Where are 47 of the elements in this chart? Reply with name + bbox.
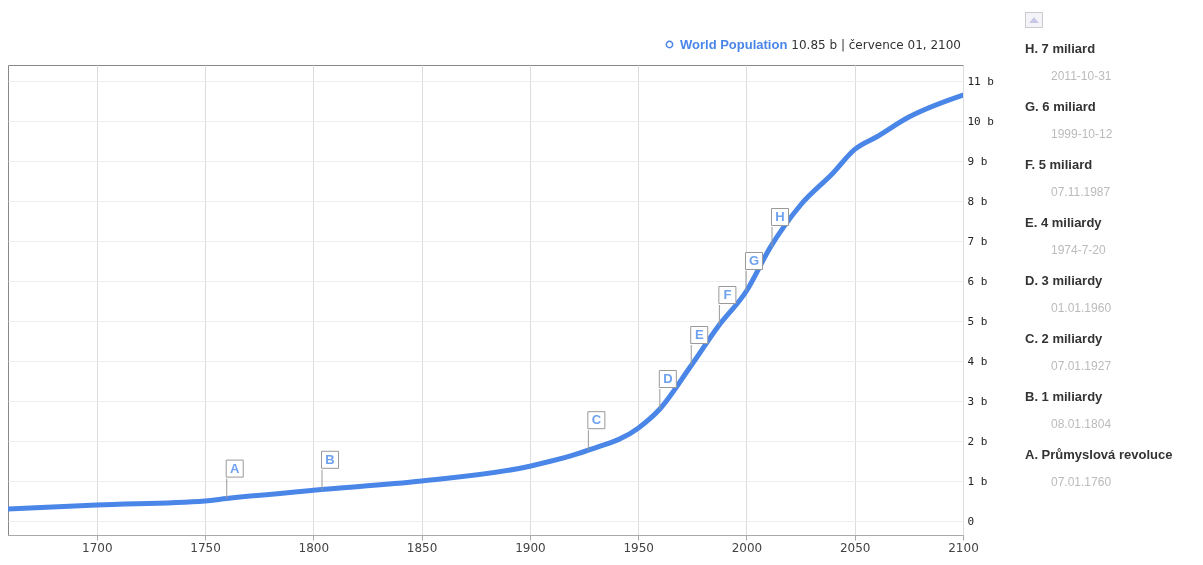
y-tick-label: 5 b	[967, 314, 988, 328]
annotation: D	[663, 371, 673, 386]
y-tick-label: 2 b	[967, 434, 988, 448]
text: 07.01.1760	[1050, 474, 1113, 491]
text: E. 4 miliardy	[1025, 214, 1103, 232]
text: 1974-7-20	[1050, 242, 1107, 259]
y-tick-label: 4 b	[967, 354, 988, 368]
x-tick-label: 2050	[839, 540, 871, 555]
text: 07.01.1927	[1050, 358, 1113, 375]
y-tick-label: 9 b	[967, 154, 988, 168]
y-tick-label: 6 b	[967, 274, 988, 288]
text: C. 2 miliardy	[1025, 330, 1104, 348]
x-tick-label: 2000	[731, 540, 763, 555]
annotation: G	[748, 253, 760, 268]
y-tick-label: 0	[967, 514, 975, 528]
text: A. Průmyslová revoluce	[1025, 446, 1174, 464]
x-tick-label: 1800	[298, 540, 330, 555]
text: F. 5 miliard	[1025, 156, 1094, 174]
annotation: C	[591, 412, 602, 428]
x-tick-label: 1700	[82, 540, 113, 555]
text: G. 6 miliard	[1025, 98, 1097, 116]
text: D. 3 miliardy	[1025, 272, 1104, 290]
y-tick-label: 1 b	[967, 474, 988, 488]
y-tick-label: 8 b	[967, 194, 988, 208]
x-tick-label: 1850	[406, 540, 438, 555]
annotation: A	[230, 460, 241, 476]
text: 08.01.1804	[1050, 416, 1113, 433]
annotation: B	[325, 451, 335, 467]
x-tick-label: 1950	[623, 540, 654, 555]
text: 10.85 b | července 01, 2100	[791, 38, 961, 52]
text: H. 7 miliard	[1025, 40, 1097, 58]
x-tick-label: 2100	[948, 540, 979, 555]
y-tick-label: 10 b	[967, 114, 994, 128]
text: 2011-10-31	[1050, 68, 1113, 85]
text: B. 1 miliardy	[1025, 388, 1104, 406]
annotation: F	[723, 287, 732, 302]
text: 07.11.1987	[1050, 184, 1112, 201]
text: 01.01.1960	[1050, 300, 1113, 317]
x-tick-label: 1900	[515, 540, 546, 555]
annotation: E	[694, 327, 704, 342]
annotation: H	[775, 209, 785, 224]
x-tick-label: 1750	[190, 540, 221, 555]
legend-label: World Population	[680, 36, 788, 52]
text: 1999-10-12	[1050, 126, 1114, 143]
y-tick-label: 3 b	[967, 394, 988, 408]
y-tick-label: 7 b	[967, 234, 988, 248]
y-tick-label: 11 b	[967, 74, 994, 88]
